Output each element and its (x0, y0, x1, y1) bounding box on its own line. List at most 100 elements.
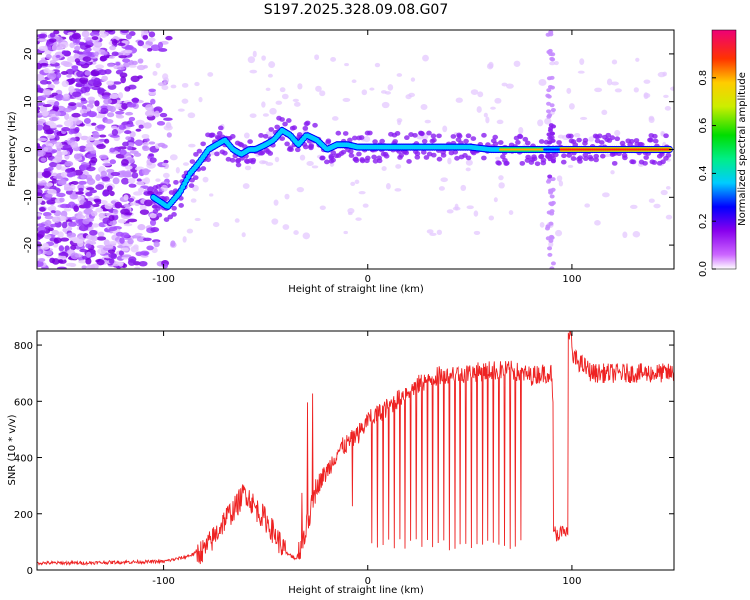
ridge-halo-blob (639, 142, 645, 148)
ridge-core-blob (230, 147, 234, 150)
background-blob (614, 129, 621, 137)
ridge-halo-blob (648, 137, 654, 143)
ridge-halo-blob (367, 130, 373, 136)
noise-blob (147, 47, 153, 52)
ridge-halo-blob (582, 156, 589, 162)
ridge-core-blob (300, 139, 304, 142)
noise-blob (110, 171, 121, 177)
ridge-halo-blob (534, 161, 541, 167)
noise-blob (71, 112, 81, 118)
noise-blob (38, 33, 48, 39)
background-blob (470, 89, 479, 95)
background-blob (490, 106, 496, 110)
y-tick-label: 0 (23, 146, 34, 152)
background-blob (633, 87, 639, 93)
snr-series-line (37, 331, 674, 567)
noise-blob (43, 67, 50, 74)
noise-blob (143, 137, 150, 142)
noise-blob (128, 64, 137, 68)
noise-blob (37, 241, 42, 249)
ridge-halo-blob (605, 132, 612, 138)
background-blob (293, 230, 299, 236)
smear-blob (548, 126, 554, 131)
y-tick-label: 0 (27, 566, 33, 577)
noise-blob (42, 104, 52, 108)
noise-blob (153, 241, 160, 248)
background-blob (319, 90, 326, 97)
ridge-halo-blob (524, 140, 531, 146)
noise-blob (79, 108, 88, 115)
noise-blob (136, 178, 142, 182)
noise-blob (98, 212, 106, 219)
noise-blob (148, 31, 156, 38)
noise-blob (47, 206, 53, 211)
y-tick-label: 20 (23, 48, 34, 61)
noise-blob (115, 114, 125, 119)
noise-blob (67, 226, 73, 231)
background-blob (660, 189, 668, 196)
ridge-halo-blob (490, 138, 497, 144)
background-blob (496, 119, 504, 125)
background-blob (648, 115, 655, 121)
noise-blob (38, 258, 46, 263)
ridge-halo-blob (621, 152, 628, 158)
noise-blob (89, 189, 97, 194)
ridge-halo-blob (205, 157, 211, 163)
noise-blob (44, 226, 51, 230)
noise-blob (92, 131, 100, 139)
noise-blob (39, 62, 49, 66)
ridge-halo-blob (611, 160, 618, 166)
noise-blob (103, 98, 113, 105)
background-blob (243, 132, 250, 139)
background-blob (498, 182, 505, 189)
noise-blob (120, 247, 129, 252)
ridge-halo-blob (629, 138, 635, 144)
noise-blob (37, 74, 45, 81)
noise-blob (142, 44, 151, 49)
ridge-halo-blob (504, 160, 510, 166)
ridge-halo-blob (450, 134, 457, 139)
smear-blob (548, 188, 554, 193)
ridge-halo-blob (379, 138, 385, 144)
background-blob (273, 199, 279, 206)
noise-blob (110, 200, 117, 205)
noise-blob (117, 219, 127, 224)
ridge-core-blob (274, 135, 279, 138)
ridge-halo-blob (347, 137, 353, 143)
noise-blob (48, 161, 58, 168)
noise-blob (69, 236, 80, 242)
noise-blob (143, 199, 153, 207)
background-blob (212, 222, 220, 228)
noise-blob (106, 185, 113, 192)
ridge-core-blob (223, 139, 227, 142)
ridge-halo-blob (178, 203, 184, 208)
noise-blob (46, 99, 57, 105)
noise-blob (37, 149, 46, 157)
noise-blob (119, 149, 127, 156)
ridge-halo-blob (356, 151, 362, 157)
ridge-halo-blob (593, 153, 600, 159)
noise-blob (162, 263, 168, 269)
noise-blob (159, 112, 168, 118)
background-blob (347, 211, 353, 216)
noise-blob (121, 40, 130, 44)
noise-blob (41, 170, 52, 178)
smear-blob (548, 221, 554, 226)
smear-blob (550, 261, 556, 266)
ridge-halo-blob (577, 158, 583, 164)
ridge-halo-blob (342, 131, 349, 136)
noise-blob (118, 55, 128, 59)
noise-blob (95, 183, 105, 191)
ridge-core-blob (195, 163, 200, 166)
noise-blob (146, 245, 154, 251)
noise-blob (94, 100, 100, 107)
background-blob (207, 72, 214, 77)
ridge-halo-blob (262, 133, 269, 139)
noise-blob (52, 175, 63, 179)
background-blob (381, 101, 390, 109)
background-blob (279, 87, 286, 93)
noise-blob (163, 159, 169, 164)
noise-blob (81, 30, 90, 38)
ridge-core-blob (201, 156, 205, 159)
ridge-core-blob (179, 189, 183, 192)
